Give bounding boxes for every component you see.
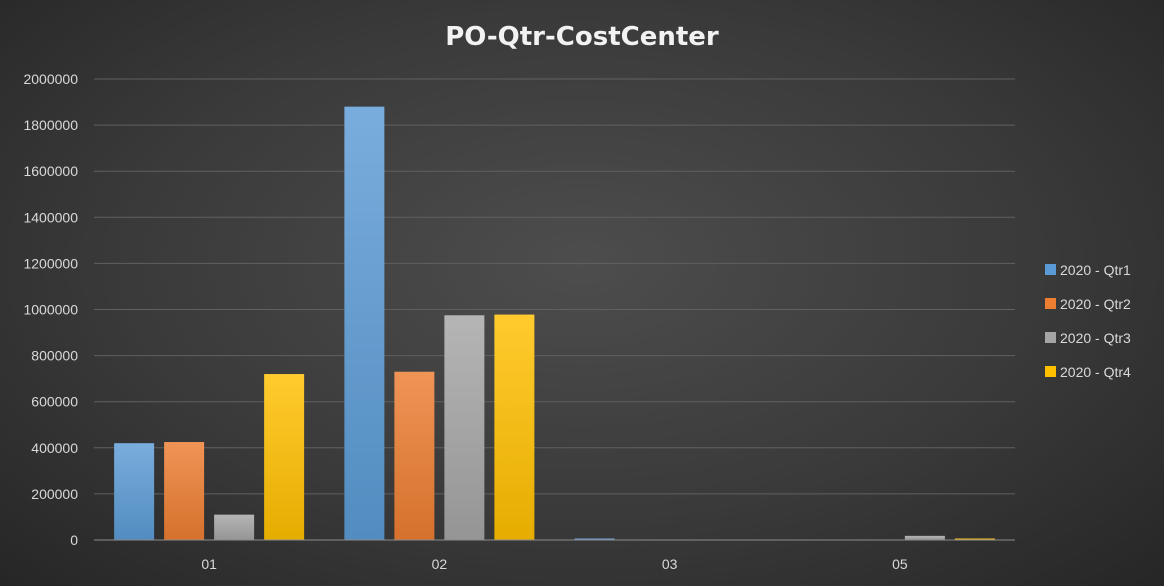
chart-title: PO-Qtr-CostCenter (445, 22, 719, 52)
legend-swatch (1045, 366, 1056, 377)
x-tick-label: 05 (892, 556, 908, 572)
bar-02-2020-qtr3 (444, 315, 485, 540)
y-tick-label: 1200000 (23, 255, 78, 271)
legend-label: 2020 - Qtr1 (1060, 262, 1131, 278)
bar-03-2020-qtr1 (574, 538, 615, 540)
y-tick-label: 1600000 (23, 163, 78, 179)
y-tick-label: 1800000 (23, 117, 78, 133)
x-tick-label: 02 (432, 556, 448, 572)
legend-swatch (1045, 332, 1056, 343)
bar-05-2020-qtr4 (954, 538, 995, 540)
legend-swatch (1045, 264, 1056, 275)
bar-series (114, 106, 995, 540)
bar-05-2020-qtr3 (904, 535, 945, 540)
bar-01-2020-qtr3 (214, 514, 255, 540)
y-tick-label: 1000000 (23, 302, 78, 318)
bar-01-2020-qtr2 (164, 442, 205, 540)
y-tick-label: 0 (70, 532, 78, 548)
y-axis-tick-labels: 0 200000 400000 600000 800000 1000000 1200000 1… (23, 71, 78, 548)
bar-02-2020-qtr1 (344, 106, 385, 540)
x-tick-label: 03 (662, 556, 678, 572)
legend-swatch (1045, 298, 1056, 309)
y-tick-label: 400000 (31, 440, 78, 456)
y-tick-label: 600000 (31, 394, 78, 410)
legend-label: 2020 - Qtr4 (1060, 364, 1131, 380)
y-tick-label: 200000 (31, 486, 78, 502)
legend-label: 2020 - Qtr2 (1060, 296, 1131, 312)
bar-01-2020-qtr4 (264, 374, 305, 540)
legend: 2020 - Qtr1 2020 - Qtr2 2020 - Qtr3 2020 - … (1045, 262, 1131, 380)
legend-label: 2020 - Qtr3 (1060, 330, 1131, 346)
y-tick-label: 2000000 (23, 71, 78, 87)
bar-01-2020-qtr1 (114, 443, 155, 540)
y-tick-label: 1400000 (23, 209, 78, 225)
bar-02-2020-qtr2 (394, 371, 435, 540)
gridlines (94, 78, 1015, 495)
bar-02-2020-qtr4 (494, 314, 535, 540)
y-tick-label: 800000 (31, 348, 78, 364)
x-axis-tick-labels: 01 02 03 05 (201, 556, 908, 572)
x-tick-label: 01 (201, 556, 217, 572)
